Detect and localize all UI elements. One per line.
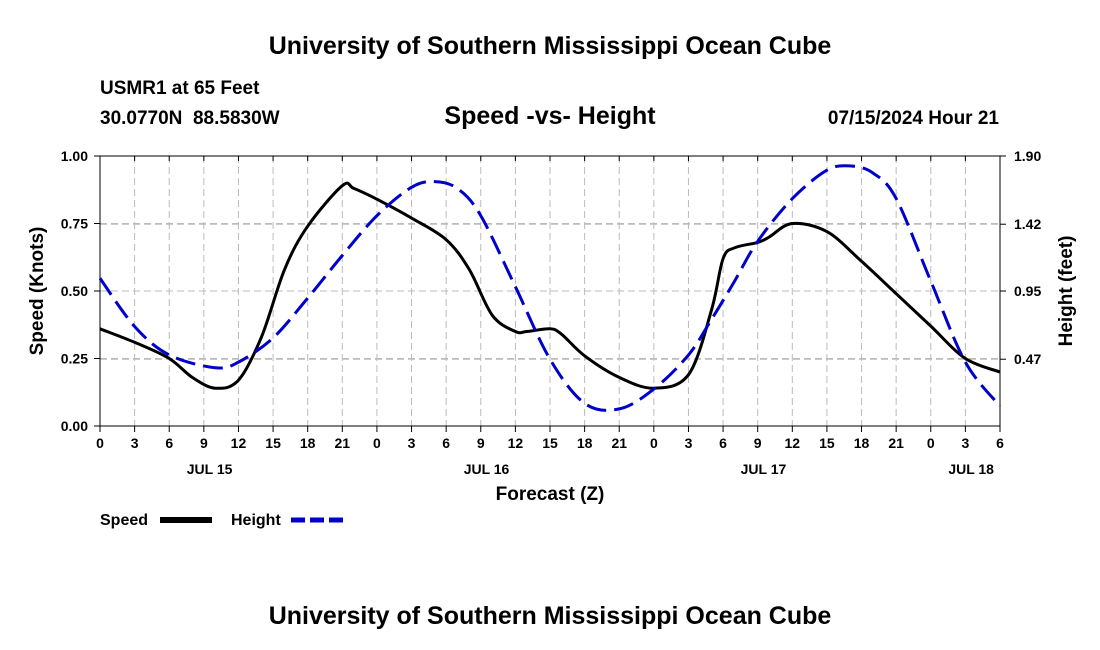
x-tick-label: 0 [650,435,658,451]
x-tick-label: 15 [542,435,558,451]
speed-series-line [99,181,1001,390]
forecast-datetime: 07/15/2024 Hour 21 [828,108,1000,129]
page-title: University of Southern Mississippi Ocean… [269,32,832,60]
x-tick-label: 21 [611,435,627,451]
x-tick-label: 0 [927,435,935,451]
legend-height-label: Height [231,512,281,529]
x-tick-label: 12 [785,435,801,451]
y-tick-label: 0.00 [61,418,88,434]
x-axis-label: Forecast (Z) [496,484,605,505]
footer-title: University of Southern Mississippi Ocean… [269,602,832,630]
grid [100,156,1000,426]
coordinates-label: 30.0770N 88.5830W [100,108,280,129]
x-tick-label: 0 [373,435,381,451]
legend-speed-label: Speed [100,512,148,529]
series-lines [98,164,1002,412]
y2-tick-label: 1.42 [1014,216,1041,232]
x-tick-label: 21 [335,435,351,451]
y2-tick-label: 0.47 [1014,351,1041,367]
x-tick-label: 15 [819,435,835,451]
x-tick-label: 18 [577,435,593,451]
x-tick-label: 9 [477,435,485,451]
x-tick-label: 18 [300,435,316,451]
x-tick-label: 3 [685,435,693,451]
y-tick-label: 1.00 [61,148,88,164]
axes: 0 3 6 9 12 15 18 21 0 3 6 9 12 15 18 21 0 3 6 9 12 15 18 21 0 3 6J… [61,148,1042,477]
date-label: JUL 17 [741,461,787,477]
x-tick-label: 18 [854,435,870,451]
x-tick-label: 12 [508,435,524,451]
height-series-line [98,164,1002,412]
x-tick-label: 12 [231,435,247,451]
x-tick-label: 3 [131,435,139,451]
y-axis-label: Speed (Knots) [27,227,48,356]
y2-tick-label: 0.95 [1014,283,1041,299]
y-tick-label: 0.50 [61,283,88,299]
y2-tick-label: 1.90 [1014,148,1041,164]
date-label: JUL 15 [187,461,233,477]
x-tick-label: 6 [719,435,727,451]
x-tick-label: 3 [408,435,416,451]
y2-axis-label: Height (feet) [1056,236,1077,347]
y-tick-label: 0.25 [61,351,88,367]
x-tick-label: 3 [961,435,969,451]
x-tick-label: 9 [200,435,208,451]
x-tick-label: 6 [165,435,173,451]
y-tick-label: 0.75 [61,216,88,232]
chart-title: Speed -vs- Height [444,102,656,130]
station-label: USMR1 at 65 Feet [100,78,260,99]
x-tick-label: 15 [265,435,281,451]
date-label: JUL 18 [948,461,994,477]
date-label: JUL 16 [464,461,510,477]
x-tick-label: 6 [996,435,1004,451]
x-tick-label: 6 [442,435,450,451]
x-tick-label: 0 [96,435,104,451]
x-tick-label: 9 [754,435,762,451]
x-tick-label: 21 [888,435,904,451]
